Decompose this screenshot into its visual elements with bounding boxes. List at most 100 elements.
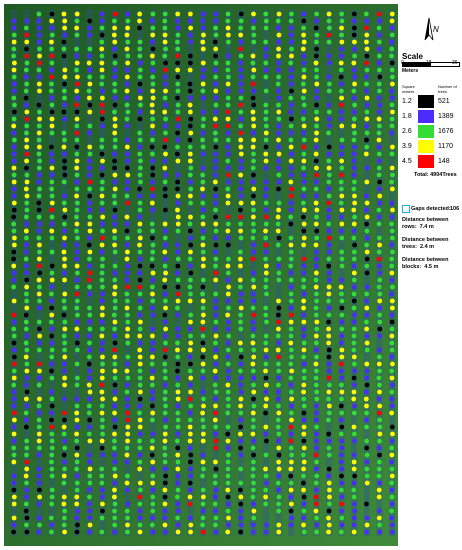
tree — [238, 312, 244, 318]
tree — [364, 340, 370, 346]
tree — [352, 473, 358, 479]
tree — [150, 480, 156, 486]
tree — [389, 144, 395, 150]
tree — [363, 151, 369, 157]
tree — [162, 18, 168, 24]
tree — [200, 515, 206, 521]
tree — [201, 256, 206, 262]
tree — [238, 46, 243, 52]
tree — [339, 347, 345, 353]
tree — [99, 39, 105, 45]
tree — [226, 179, 232, 185]
tree — [339, 459, 344, 465]
tree — [389, 256, 395, 262]
tree — [389, 347, 395, 353]
tree — [175, 501, 181, 507]
tree — [263, 158, 269, 164]
tree — [74, 60, 80, 66]
tree — [275, 263, 281, 269]
tree — [326, 88, 332, 94]
tree — [24, 515, 30, 521]
tree — [364, 179, 370, 185]
tree — [251, 403, 257, 409]
tree — [238, 81, 244, 87]
tree — [225, 459, 231, 465]
tree — [339, 32, 344, 38]
tree — [23, 74, 29, 80]
tree — [162, 410, 168, 416]
distance-item: Distance between trees: 2.4 m — [402, 237, 462, 251]
tree — [339, 319, 345, 325]
tree — [162, 207, 168, 213]
tree — [225, 214, 231, 220]
tree — [275, 221, 281, 227]
tree — [212, 473, 218, 479]
tree — [237, 277, 243, 283]
tree — [313, 452, 319, 458]
tree — [150, 438, 155, 444]
tree — [187, 256, 193, 262]
tree — [314, 424, 320, 430]
tree — [351, 410, 357, 416]
tree — [137, 284, 143, 290]
tree — [376, 116, 382, 122]
tree — [11, 354, 17, 360]
tree — [149, 452, 155, 458]
tree — [225, 102, 231, 108]
tree — [137, 221, 143, 227]
tree — [49, 18, 55, 24]
tree — [300, 116, 306, 122]
tree — [263, 340, 269, 346]
tree — [314, 32, 320, 38]
tree — [364, 221, 369, 227]
tree — [12, 137, 17, 143]
tree — [99, 109, 105, 115]
tree — [225, 53, 231, 59]
tree — [351, 389, 357, 395]
tree — [301, 207, 307, 213]
tree — [314, 116, 320, 122]
tree — [364, 39, 369, 45]
tree — [351, 431, 357, 437]
tree — [314, 235, 320, 241]
tree — [24, 452, 29, 458]
tree — [364, 67, 370, 73]
tree — [112, 298, 118, 304]
tree — [175, 46, 181, 52]
tree — [188, 186, 194, 192]
tree — [150, 11, 156, 17]
tree — [263, 452, 269, 458]
tree — [364, 445, 370, 451]
tree — [289, 46, 294, 52]
legend-row: 4.5 148 — [402, 155, 460, 168]
tree — [364, 249, 370, 255]
tree — [301, 382, 307, 388]
tree — [238, 165, 244, 171]
tree — [327, 382, 332, 388]
tree — [364, 32, 370, 38]
tree — [162, 81, 168, 87]
tree — [301, 144, 307, 150]
tree — [237, 60, 243, 66]
tree — [111, 151, 117, 157]
tree — [363, 389, 369, 395]
tree — [225, 312, 231, 318]
tree — [213, 347, 219, 353]
tree — [225, 60, 231, 66]
tree — [250, 130, 256, 136]
tree — [301, 424, 307, 430]
tree — [162, 466, 168, 472]
tree — [112, 284, 118, 290]
tree — [276, 368, 282, 374]
tree — [251, 221, 256, 227]
tree — [75, 235, 80, 241]
tree — [352, 144, 358, 150]
tree — [87, 522, 93, 528]
tree — [364, 424, 369, 430]
tree — [326, 375, 332, 381]
tree — [175, 473, 181, 479]
tree — [238, 123, 244, 129]
tree — [351, 18, 357, 24]
tree — [377, 305, 383, 311]
tree — [263, 109, 269, 115]
